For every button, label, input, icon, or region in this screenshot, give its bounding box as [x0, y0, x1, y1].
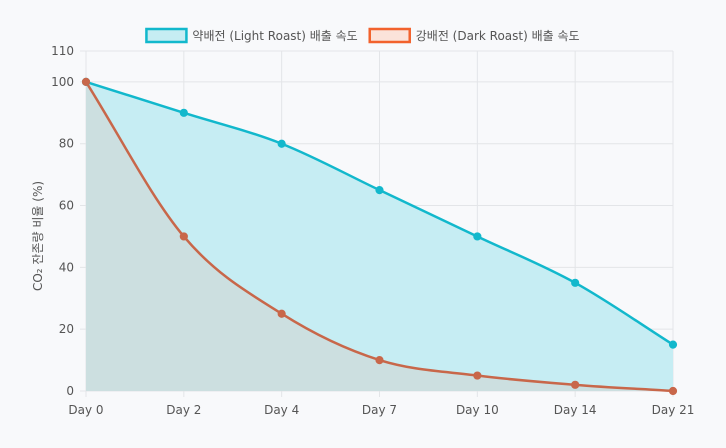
legend[interactable]: 약배전 (Light Roast) 배출 속도 강배전 (Dark Roast) …: [145, 27, 580, 44]
data-point[interactable]: [668, 340, 678, 349]
y-tick-label: 0: [66, 384, 74, 398]
y-tick-label: 100: [51, 75, 74, 89]
y-tick-label: 110: [51, 44, 74, 58]
data-points: [81, 77, 678, 396]
x-tick-label: Day 21: [652, 403, 695, 417]
data-point[interactable]: [277, 309, 286, 318]
axes: 0 20 40 60 80 100 110 Day 0 Day 2 Day 4 Day 7 Day 1…: [51, 44, 694, 417]
y-tick-label: 40: [59, 260, 74, 274]
data-point[interactable]: [81, 77, 91, 87]
area-fills: [86, 81, 673, 391]
legend-item[interactable]: 약배전 (Light Roast) 배출 속도: [145, 27, 358, 44]
legend-swatch: [145, 27, 188, 44]
y-tick-label: 80: [59, 137, 74, 151]
data-point[interactable]: [473, 232, 482, 241]
data-point[interactable]: [473, 371, 482, 380]
legend-swatch: [368, 27, 411, 44]
legend-item[interactable]: 강배전 (Dark Roast) 배출 속도: [368, 27, 580, 44]
x-tick-label: Day 4: [264, 403, 299, 417]
legend-label: 강배전 (Dark Roast) 배출 속도: [416, 29, 580, 43]
data-point[interactable]: [277, 139, 286, 148]
data-point[interactable]: [668, 386, 678, 396]
data-point[interactable]: [179, 108, 188, 117]
x-tick-label: Day 14: [554, 403, 597, 417]
y-tick-label: 60: [59, 199, 74, 213]
x-tick-label: Day 7: [362, 403, 397, 417]
y-axis-label: CO₂ 잔존량 비율 (%): [31, 181, 45, 291]
x-tick-label: Day 0: [68, 403, 103, 417]
data-point[interactable]: [571, 380, 580, 389]
data-point[interactable]: [571, 278, 580, 287]
x-tick-label: Day 10: [456, 403, 499, 417]
data-point[interactable]: [375, 355, 384, 365]
series-area-fill: [86, 81, 673, 391]
data-point[interactable]: [375, 185, 384, 195]
data-point[interactable]: [179, 232, 188, 241]
x-tick-label: Day 2: [166, 403, 201, 417]
legend-label: 약배전 (Light Roast) 배출 속도: [192, 28, 357, 43]
y-tick-label: 20: [59, 322, 74, 336]
